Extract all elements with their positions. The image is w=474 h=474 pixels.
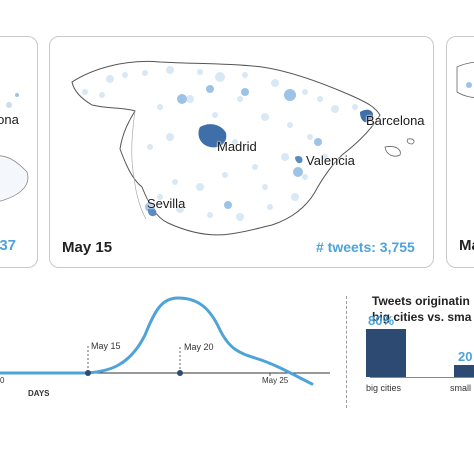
- city-label-sevilla: Sevilla: [147, 196, 186, 211]
- tweet-count: 737: [0, 237, 17, 254]
- axis-title-days: DAYS: [28, 389, 50, 398]
- spain-outline: [71, 60, 381, 236]
- bar-chart-title-line1: Tweets originatin: [372, 294, 470, 308]
- map-fragment-left: [0, 93, 29, 202]
- bar-small: [454, 365, 474, 377]
- city-label-madrid: Madrid: [217, 139, 257, 154]
- city-label-barcelona: Barcelona: [366, 113, 425, 128]
- map-panel-previous: elona 737: [0, 36, 38, 268]
- town-markers: [82, 66, 358, 221]
- bar-big-cities: [366, 329, 406, 377]
- tweet-timeline: May 15 May 20 0 May 25 DAYS: [0, 296, 330, 398]
- city-label-valencia: Valencia: [306, 153, 355, 168]
- bar-label-big-cities: big cities: [366, 383, 402, 393]
- bar-chart-baseline: [370, 377, 474, 378]
- bar-value-big-cities: 80%: [368, 313, 395, 328]
- madrid-region: [198, 124, 227, 148]
- bar-label-small: small: [450, 383, 472, 393]
- bar-value-small: 20: [458, 349, 473, 364]
- barcelona-region: [360, 109, 374, 123]
- city-label-barcelona: elona: [0, 112, 19, 127]
- map-fragment-right: [456, 61, 474, 98]
- section-divider: [346, 296, 347, 408]
- bar-chart-title-line2: big cities vs. sma: [372, 310, 472, 324]
- tweet-count: # tweets: 3,755: [316, 239, 415, 255]
- axis-tick-may-25: May 25: [262, 376, 289, 385]
- panel-date: May 15: [62, 239, 113, 256]
- spain-map: [71, 60, 415, 236]
- sevilla-region: [147, 207, 157, 217]
- marker-dot-may-20: [177, 370, 183, 376]
- marker-dot-may-15: [85, 370, 91, 376]
- valencia-region: [295, 155, 303, 164]
- medium-city-markers: [145, 85, 322, 212]
- panel-date: Ma: [459, 237, 474, 254]
- map-panel-may-15: Madrid Barcelona Valencia Sevilla May 15…: [49, 36, 434, 268]
- axis-tick-left: 0: [0, 376, 5, 385]
- map-panel-next: Ma: [446, 36, 474, 268]
- marker-label-may-20: May 20: [184, 342, 214, 352]
- marker-label-may-15: May 15: [91, 341, 121, 351]
- tweet-volume-curve: [0, 296, 314, 386]
